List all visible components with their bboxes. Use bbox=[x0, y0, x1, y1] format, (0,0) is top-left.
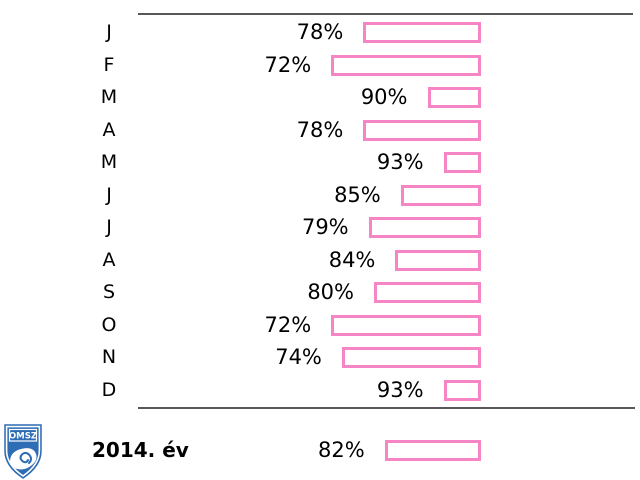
month-label: M bbox=[100, 151, 118, 173]
bar bbox=[363, 119, 481, 141]
month-label: J bbox=[106, 216, 112, 238]
value-label: 78% bbox=[296, 20, 344, 44]
bar bbox=[443, 152, 481, 173]
month-label: D bbox=[101, 378, 117, 401]
month-label: F bbox=[103, 53, 115, 76]
summary-value-label: 82% bbox=[318, 438, 365, 462]
omsz-logo: OMSZ bbox=[4, 424, 42, 479]
bar bbox=[331, 314, 481, 336]
bar-row: A 84% bbox=[0, 247, 640, 272]
bar bbox=[363, 22, 481, 43]
logo-swirl bbox=[19, 451, 32, 464]
bar-row: J 85% bbox=[0, 182, 640, 207]
bar bbox=[331, 54, 481, 76]
value-label: 78% bbox=[296, 117, 344, 142]
bar bbox=[400, 184, 481, 206]
month-label: N bbox=[101, 346, 117, 368]
logo-wave bbox=[9, 448, 37, 470]
bar bbox=[427, 87, 481, 108]
month-label: J bbox=[106, 183, 112, 206]
logo-text-box bbox=[8, 428, 38, 442]
logo-text: OMSZ bbox=[9, 432, 37, 442]
bar-row: O 72% bbox=[0, 312, 640, 337]
month-label: A bbox=[102, 248, 116, 271]
month-label: M bbox=[100, 86, 118, 108]
bar-row: D 93% bbox=[0, 377, 640, 402]
value-label: 90% bbox=[360, 85, 408, 109]
summary-year-label: 2014. év bbox=[92, 438, 189, 462]
value-label: 84% bbox=[328, 247, 376, 272]
summary-bar bbox=[384, 440, 481, 461]
value-label: 79% bbox=[301, 215, 349, 239]
value-label: 72% bbox=[264, 312, 312, 337]
bar-row: A 78% bbox=[0, 117, 640, 142]
bar-row: N 74% bbox=[0, 345, 640, 369]
bar-row: F 72% bbox=[0, 52, 640, 77]
bar bbox=[341, 347, 481, 368]
logo-shield-inner-ring bbox=[5, 425, 41, 477]
month-label: A bbox=[102, 118, 116, 141]
value-label: 93% bbox=[376, 150, 424, 174]
bar-row: M 90% bbox=[0, 85, 640, 109]
bar-row: S 80% bbox=[0, 280, 640, 304]
bar bbox=[368, 217, 481, 238]
month-label: J bbox=[106, 21, 112, 43]
bar-row: J 78% bbox=[0, 20, 640, 44]
month-label: O bbox=[101, 313, 117, 336]
month-label: S bbox=[102, 281, 116, 303]
value-label: 72% bbox=[264, 52, 312, 77]
value-label: 80% bbox=[307, 280, 354, 304]
bar bbox=[374, 282, 481, 303]
bar-row: M 93% bbox=[0, 150, 640, 174]
axis-line-top bbox=[138, 13, 633, 15]
value-label: 74% bbox=[275, 345, 322, 369]
bar bbox=[395, 249, 481, 271]
bar bbox=[443, 379, 481, 401]
value-label: 85% bbox=[334, 182, 381, 207]
axis-line-bottom bbox=[138, 407, 635, 409]
value-label: 93% bbox=[376, 377, 424, 402]
bar-row: J 79% bbox=[0, 215, 640, 239]
